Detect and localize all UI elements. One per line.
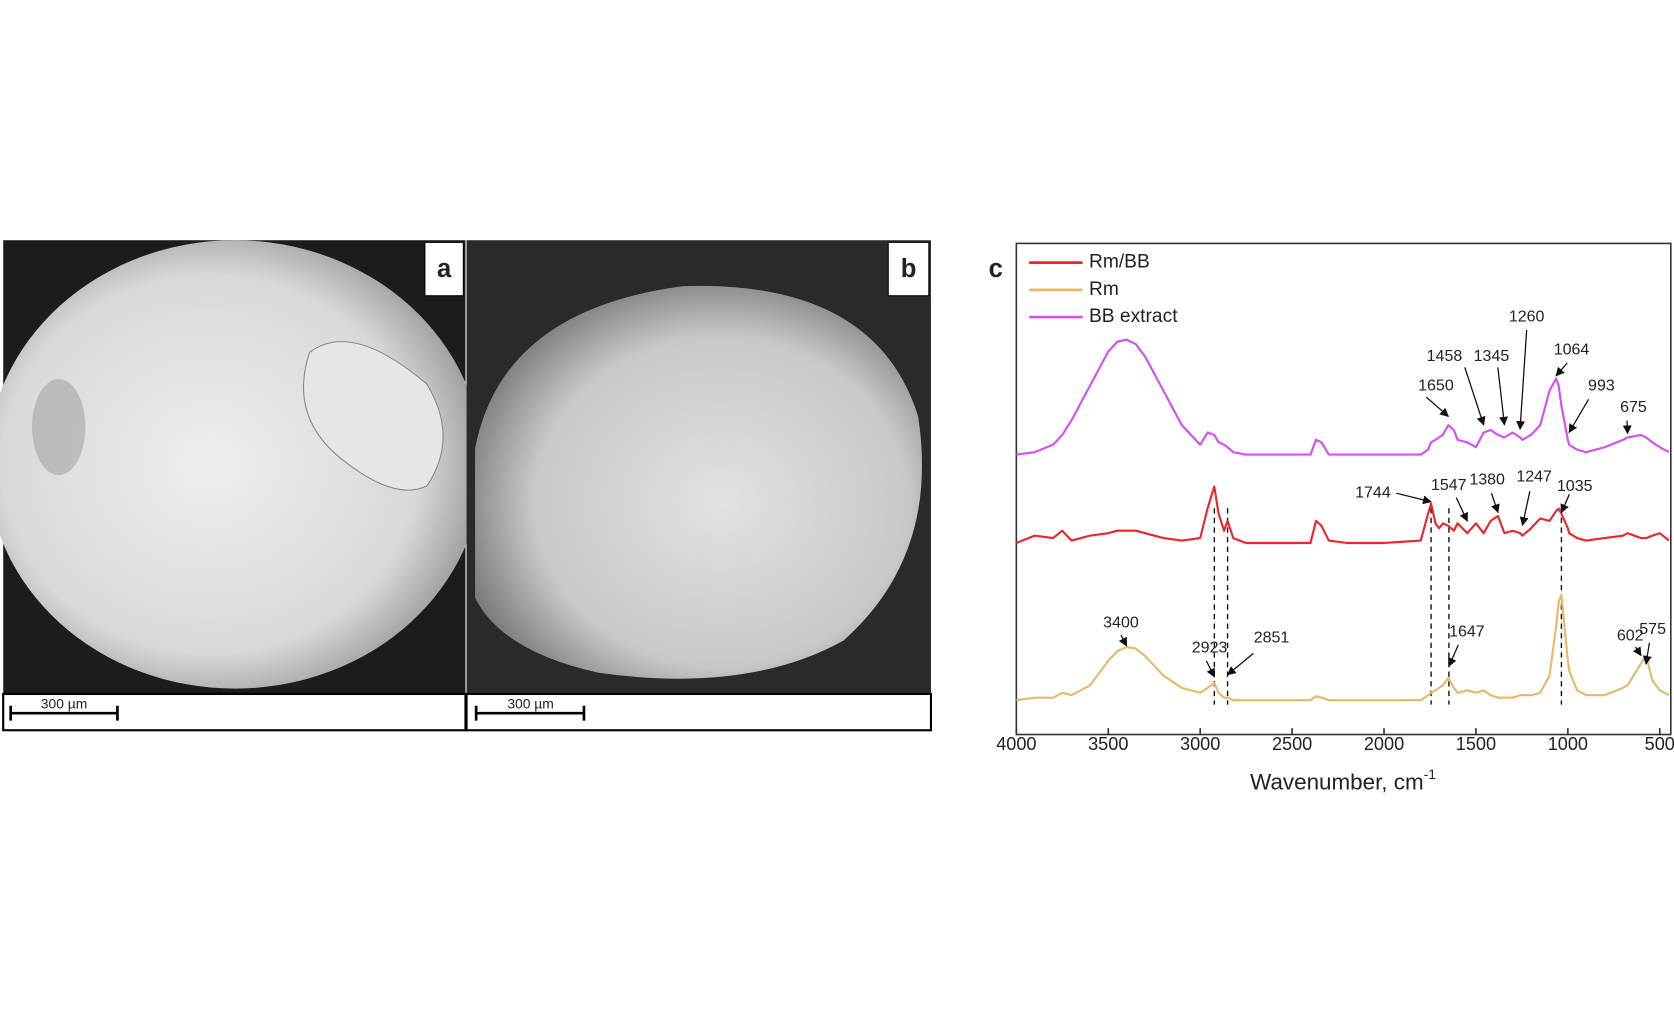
- annotation-arrow: [1560, 494, 1570, 514]
- annotation-arrow: [1642, 642, 1652, 665]
- annotation-label: 1547: [1431, 477, 1467, 494]
- annotation-label: 2851: [1254, 630, 1290, 647]
- x-tick-label: 500: [1645, 734, 1674, 754]
- annotation-label: 1260: [1509, 308, 1545, 325]
- sem-panel-b: b 300 µm: [465, 240, 933, 732]
- spectrum-line: [1016, 593, 1670, 702]
- annotation-label: 1647: [1449, 623, 1485, 640]
- annotation-arrow: [1455, 497, 1468, 522]
- annotation-arrow: [1118, 634, 1128, 647]
- annotation-label: 1650: [1418, 378, 1454, 395]
- annotation-arrow: [1205, 660, 1215, 678]
- annotation-arrow: [1519, 490, 1531, 527]
- annotation-label: 1247: [1516, 468, 1552, 485]
- annotation-label: 1035: [1557, 478, 1593, 495]
- sem-fragment: [303, 341, 444, 491]
- annotation-label: 575: [1639, 621, 1666, 638]
- annotation-label: 1064: [1554, 341, 1590, 358]
- panel-label: c: [989, 255, 1003, 283]
- annotation-label: 1380: [1469, 472, 1505, 489]
- annotation-arrow: [1516, 329, 1528, 431]
- scale-bar-label: 300 µm: [507, 695, 554, 711]
- scale-bar-label: 300 µm: [41, 695, 88, 711]
- annotation-label: 3400: [1103, 615, 1139, 632]
- annotation-label: 1744: [1355, 484, 1391, 501]
- x-axis-title-superscript: -1: [1424, 766, 1437, 782]
- x-tick-label: 1000: [1548, 734, 1588, 754]
- sem-shadow: [32, 379, 86, 476]
- x-tick-label: 4000: [996, 734, 1036, 754]
- spectrum-line: [1015, 485, 1670, 545]
- x-tick-label: 1500: [1456, 734, 1496, 754]
- annotation-label: 1345: [1474, 348, 1510, 365]
- annotation-arrow: [1396, 492, 1432, 505]
- annotation-arrow: [1425, 396, 1450, 417]
- sem-particle: [475, 285, 923, 679]
- x-tick-label: 2000: [1364, 734, 1404, 754]
- scale-bar: [474, 705, 586, 721]
- annotation-arrow: [1568, 398, 1590, 434]
- annotation-arrow: [1226, 652, 1254, 676]
- annotation-label: 675: [1620, 399, 1647, 416]
- annotation-arrow: [1497, 367, 1508, 426]
- sem-panel-a: a 300 µm: [0, 240, 483, 732]
- x-axis-title-text: Wavenumber, cm: [1250, 770, 1424, 795]
- annotation-label: 2923: [1192, 639, 1228, 656]
- annotation-label: 993: [1588, 378, 1615, 395]
- legend-label: BB extract: [1089, 306, 1178, 327]
- legend-label: Rm/BB: [1089, 252, 1150, 273]
- x-tick-label: 3500: [1088, 734, 1128, 754]
- x-tick-label: 2500: [1272, 734, 1312, 754]
- annotation-arrow: [1555, 362, 1568, 377]
- legend-label: Rm: [1089, 279, 1119, 300]
- annotation-arrow: [1632, 646, 1642, 657]
- panel-label: b: [901, 255, 917, 283]
- annotation-label: 602: [1617, 628, 1644, 645]
- scale-bar: [9, 705, 119, 721]
- panel-label: a: [437, 255, 452, 283]
- annotation-arrow: [1448, 644, 1459, 668]
- panel-label-box: [424, 241, 464, 297]
- panel-label-box: [887, 241, 930, 297]
- plot-frame: [1015, 242, 1672, 736]
- annotation-arrow: [1490, 493, 1500, 514]
- spectrum-line: [1016, 338, 1670, 456]
- annotation-label: 1458: [1427, 348, 1463, 365]
- x-axis-title: Wavenumber, cm-1: [1250, 766, 1436, 795]
- x-tick-label: 3000: [1180, 734, 1220, 754]
- annotation-arrow: [1464, 367, 1486, 426]
- annotation-arrow: [1622, 420, 1632, 435]
